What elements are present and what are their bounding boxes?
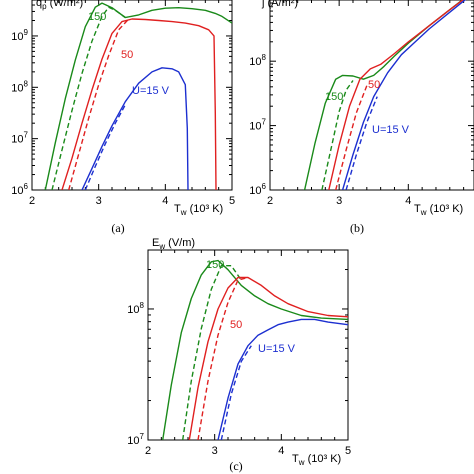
x-tick-label: 4 bbox=[278, 445, 284, 457]
y-tick-label: 108 bbox=[11, 79, 28, 94]
y-tick-label: 107 bbox=[11, 131, 28, 146]
series-line-dashed-1 bbox=[321, 80, 354, 190]
y-axis-label: j (A/m²) bbox=[261, 0, 298, 9]
series-group bbox=[303, 0, 467, 190]
panel-caption: (a) bbox=[111, 221, 124, 235]
curve-label: U=15 V bbox=[372, 124, 410, 136]
x-tick-label: 2 bbox=[145, 445, 151, 457]
x-axis-label: Tw (10³ K) bbox=[414, 203, 463, 217]
curve-label: U=15 V bbox=[132, 85, 170, 97]
series-line-solid-4 bbox=[217, 318, 348, 440]
y-tick-label: 108 bbox=[249, 53, 266, 68]
curve-label: 150 bbox=[206, 259, 224, 271]
series-line-solid-0 bbox=[44, 2, 232, 190]
series-line-solid-4 bbox=[341, 0, 467, 190]
series-line-dashed-5 bbox=[220, 345, 252, 440]
y-axis-label: qp (W/m²) bbox=[36, 0, 83, 11]
series-line-solid-2 bbox=[188, 276, 348, 440]
x-tick-label: 4 bbox=[405, 195, 411, 207]
series-line-dashed-3 bbox=[335, 85, 368, 190]
curve-label: U=15 V bbox=[258, 343, 296, 355]
panel-c: 2 3 4 5 107 108 150 50 U=15 V Tw (10³ K) Ew (V/m) (… bbox=[127, 237, 351, 473]
curve-label: 50 bbox=[230, 319, 242, 331]
panel-caption: (c) bbox=[229, 459, 242, 473]
plot-frame bbox=[147, 249, 349, 441]
y-tick-label: 108 bbox=[127, 301, 144, 316]
x-tick-label: 2 bbox=[267, 195, 273, 207]
x-tick-label: 2 bbox=[29, 195, 35, 207]
series-line-solid-4 bbox=[81, 67, 189, 190]
curve-label: 150 bbox=[325, 91, 343, 103]
y-tick-label: 109 bbox=[11, 28, 28, 43]
series-line-dashed-1 bbox=[51, 6, 126, 190]
curve-label: 50 bbox=[121, 49, 133, 61]
curve-label: 50 bbox=[368, 79, 380, 91]
x-axis-label: Tw (10³ K) bbox=[174, 203, 223, 217]
y-tick-label: 106 bbox=[249, 182, 266, 197]
series-line-dashed-5 bbox=[345, 96, 378, 190]
plot-frame bbox=[269, 0, 474, 191]
y-tick-label: 107 bbox=[249, 118, 266, 133]
panel-b: 2 3 4 106 107 108 150 50 U=15 V Tw (10³ K) j (A/m²… bbox=[249, 0, 474, 235]
series-line-solid-0 bbox=[162, 259, 348, 440]
x-tick-label: 3 bbox=[336, 195, 342, 207]
panel-a: 2 3 4 5 106 107 108 109 150 50 U=15 V Tw (10³ K) qp … bbox=[11, 0, 235, 235]
series-group bbox=[162, 259, 348, 440]
x-tick-label: 3 bbox=[212, 445, 218, 457]
x-tick-label: 4 bbox=[162, 195, 168, 207]
y-tick-label: 107 bbox=[127, 432, 144, 447]
series-line-solid-2 bbox=[328, 0, 464, 190]
x-tick-label: 5 bbox=[229, 195, 235, 207]
x-axis-label: Tw (10³ K) bbox=[292, 453, 341, 467]
series-line-dashed-3 bbox=[197, 276, 249, 440]
series-line-dashed-1 bbox=[182, 265, 242, 440]
series-line-dashed-3 bbox=[68, 18, 130, 190]
curve-label: 150 bbox=[88, 11, 106, 23]
x-tick-label: 3 bbox=[96, 195, 102, 207]
panel-caption: (b) bbox=[350, 221, 364, 235]
y-axis-label: Ew (V/m) bbox=[152, 237, 195, 251]
y-tick-label: 106 bbox=[11, 182, 28, 197]
x-tick-label: 5 bbox=[345, 445, 351, 457]
series-line-solid-2 bbox=[61, 18, 217, 190]
series-group bbox=[44, 2, 232, 190]
series-line-dashed-5 bbox=[84, 104, 126, 190]
